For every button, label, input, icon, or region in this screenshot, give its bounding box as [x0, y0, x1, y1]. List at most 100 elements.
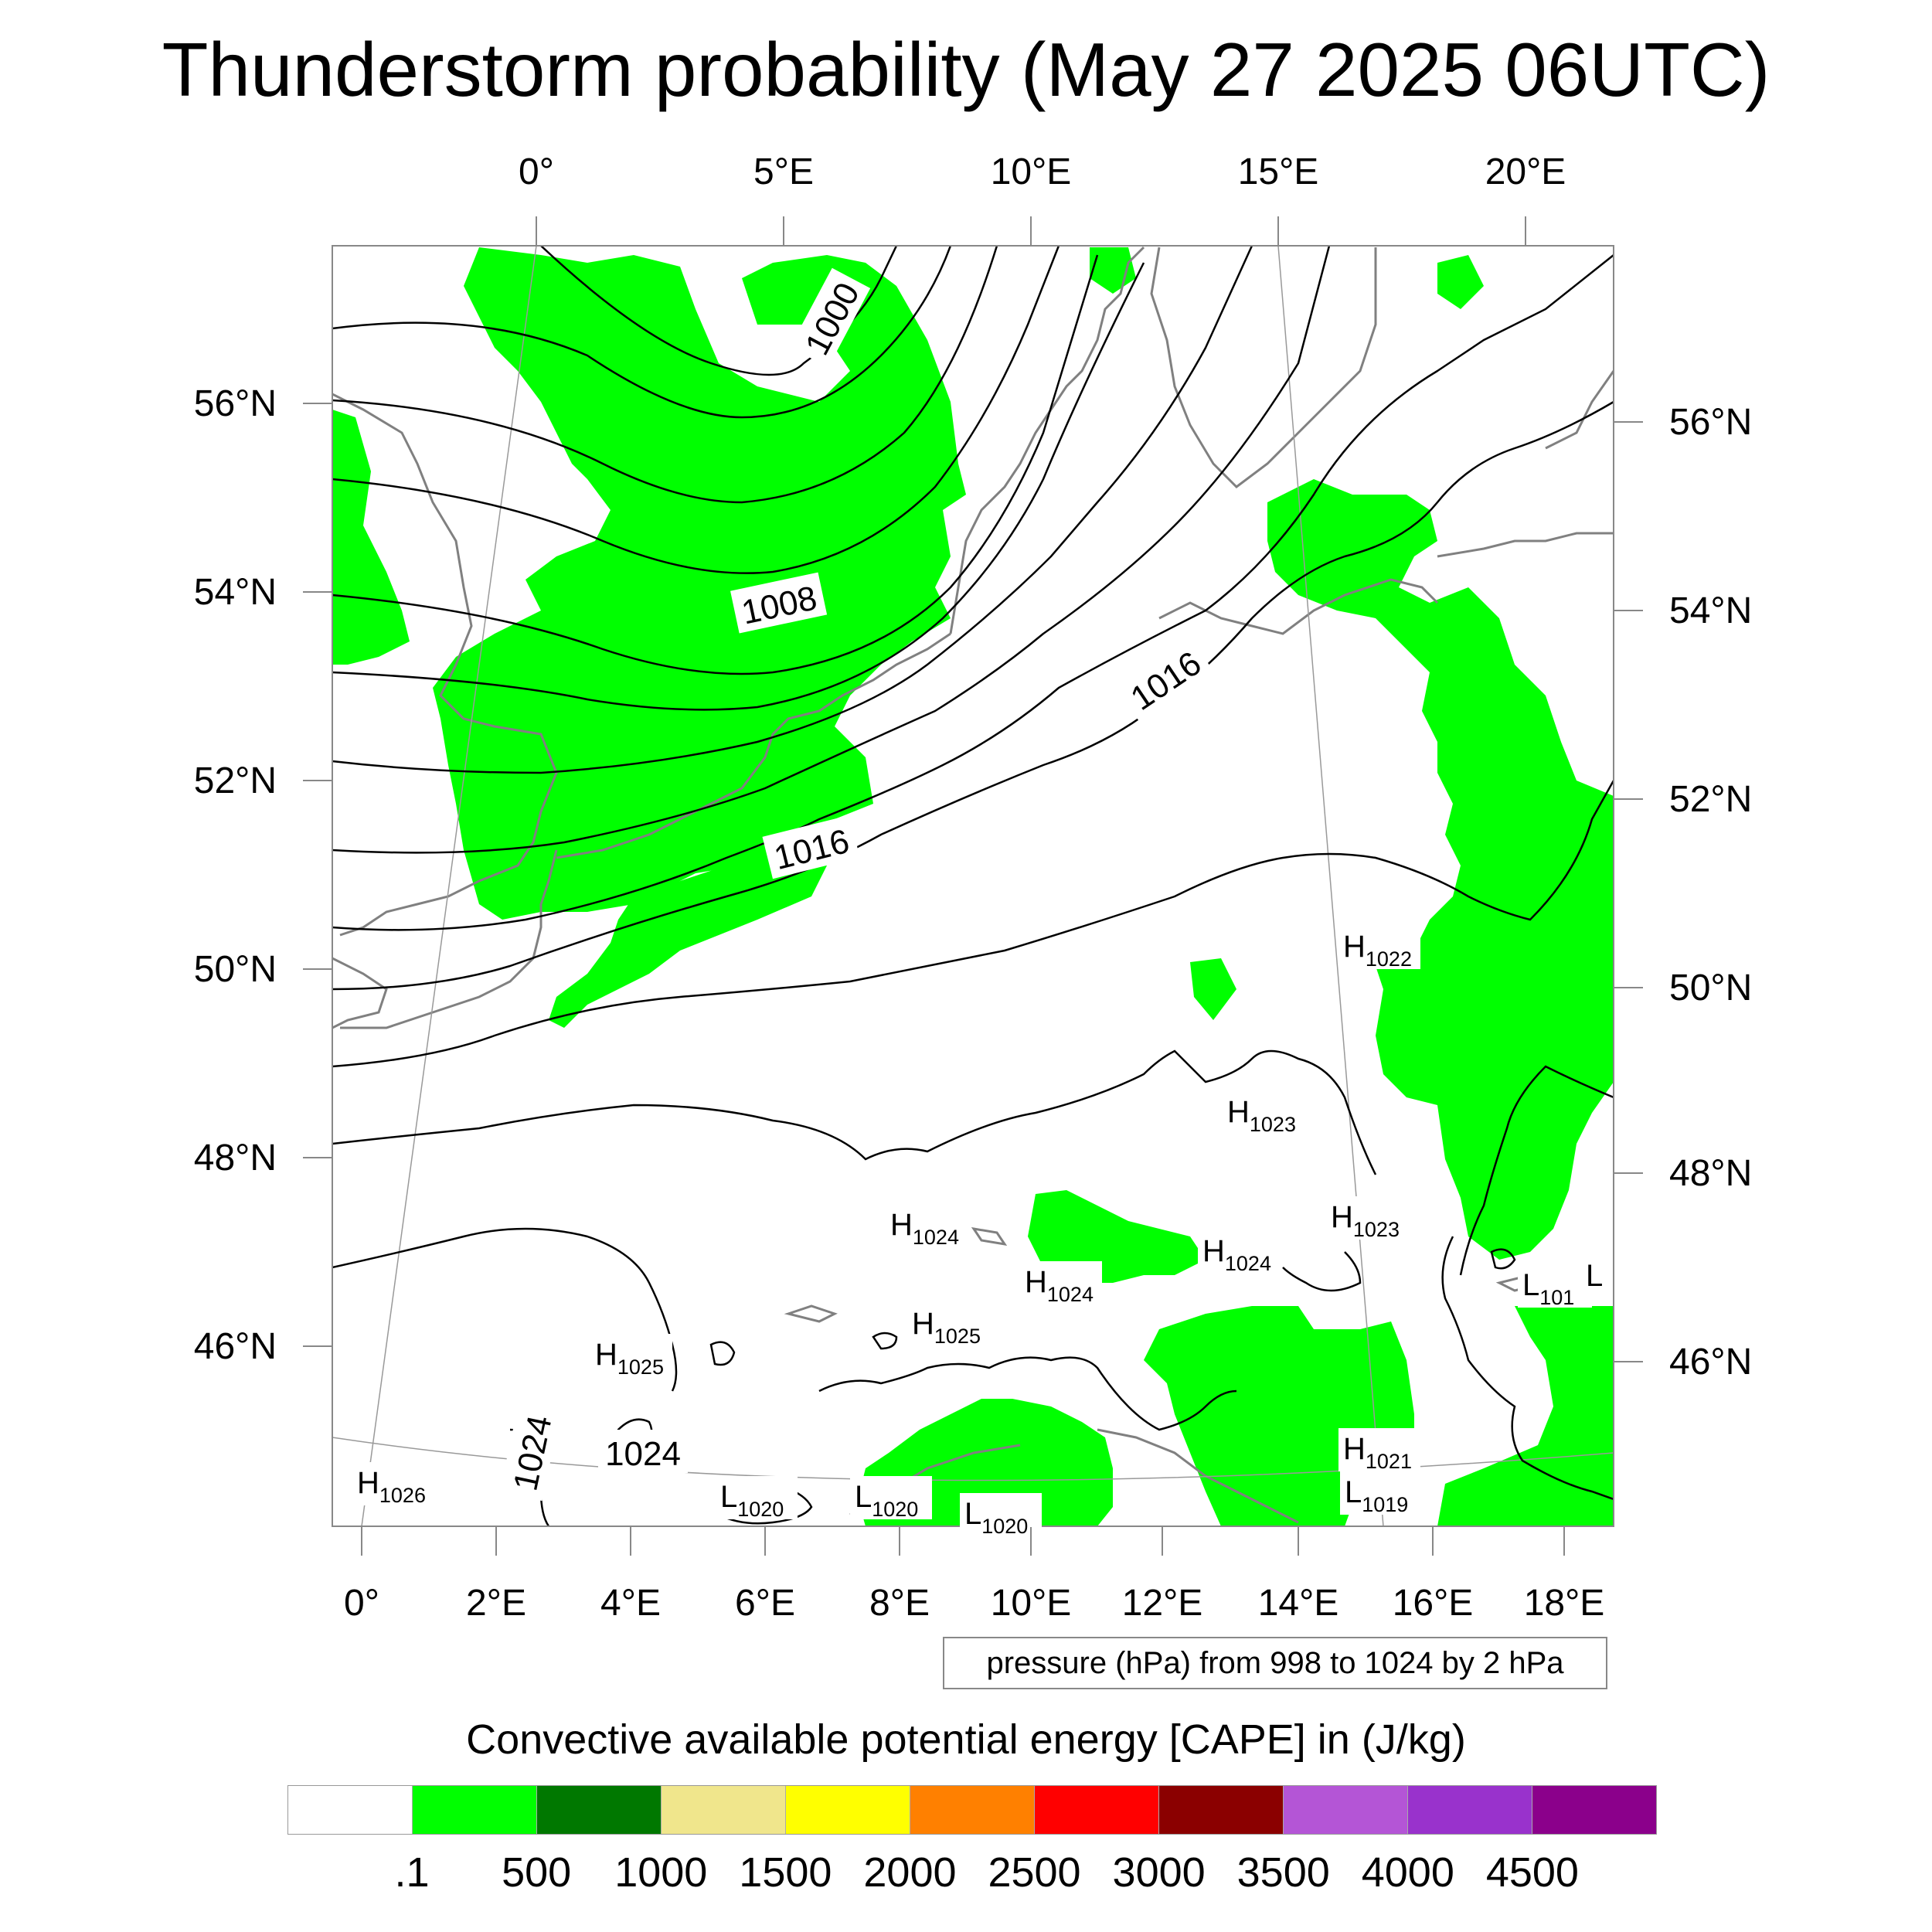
isobar-1022-east [1282, 1251, 1362, 1292]
colorbar-swatch [1159, 1786, 1284, 1834]
top-axis-label: 15°E [1238, 151, 1319, 192]
pressure-center: H1026 [352, 1462, 434, 1507]
top-axis-label: 10°E [991, 151, 1072, 192]
left-axis [303, 403, 332, 1347]
cape-region-north-sea [433, 247, 966, 920]
coastline-ireland [332, 957, 388, 1029]
left-axis-labels: 56°N 54°N 52°N 50°N 48°N 46°N [194, 383, 277, 1367]
coastline-sweden [1150, 247, 1377, 488]
svg-text:H1021: H1021 [1343, 1432, 1412, 1473]
bottom-axis-label: 6°E [735, 1583, 795, 1624]
cape-region-benelux [549, 850, 827, 1028]
colorbar-swatch [1408, 1786, 1532, 1834]
pressure-center: H1025 [590, 1334, 672, 1379]
lake-geneva [784, 1304, 838, 1323]
bottom-axis-label: 0° [344, 1583, 379, 1624]
pressure-center: H1021 [1338, 1428, 1420, 1473]
colorbar-tick-label: 2000 [863, 1849, 957, 1896]
top-axis-labels: 0° 5°E 10°E 15°E 20°E [519, 151, 1566, 192]
bottom-axis-label: 2°E [466, 1583, 526, 1624]
right-axis-label: 56°N [1669, 402, 1752, 443]
isobar-small-ring-3 [709, 1341, 736, 1366]
pressure-contour-note: pressure (hPa) from 998 to 1024 by 2 hPa [943, 1637, 1607, 1689]
right-axis-labels: 56°N 54°N 52°N 50°N 48°N 46°N [1669, 402, 1752, 1383]
svg-text:L101: L101 [1522, 1268, 1574, 1309]
left-axis-label: 48°N [194, 1138, 277, 1179]
cape-region-baltic-island [1437, 255, 1484, 309]
left-axis-label: 46°N [194, 1326, 277, 1367]
pressure-center: L101 [1518, 1264, 1592, 1309]
colorbar-swatch [786, 1786, 910, 1834]
left-axis-label: 50°N [194, 949, 277, 990]
pressure-center: H1024 [1198, 1230, 1280, 1275]
pressure-centers: H1022 H1023 H1023 H1024 H1024 H1024 H102… [352, 926, 1612, 1538]
isobar-1020 [332, 1049, 1377, 1175]
isobar-1002 [332, 246, 998, 504]
isobar-small-ring-2 [872, 1332, 898, 1350]
colorbar-tick-label: 1000 [614, 1849, 708, 1896]
pressure-center: L1020 [850, 1476, 932, 1521]
cape-region-balkans [1437, 1306, 1614, 1526]
isobar-1020-east [1441, 1236, 1614, 1501]
colorbar-tick-label: 3000 [1112, 1849, 1206, 1896]
right-axis-label: 46°N [1669, 1342, 1752, 1383]
colorbar-tick-label: 1500 [739, 1849, 832, 1896]
isobar-1014 [332, 254, 1614, 931]
colorbar-tick-label: 3500 [1236, 1849, 1330, 1896]
isobar-1012 [332, 246, 1331, 854]
coastline-gulf-riga [1545, 370, 1614, 450]
right-axis-label: 48°N [1669, 1153, 1752, 1194]
cape-region-west-coast [332, 410, 410, 665]
right-axis-label: 52°N [1669, 779, 1752, 820]
bottom-axis-label: 16°E [1393, 1583, 1474, 1624]
isobar-1008 [332, 262, 1145, 711]
isobar-1022-south [818, 1356, 1237, 1431]
svg-text:H1023: H1023 [1227, 1095, 1296, 1136]
svg-text:L1019: L1019 [1345, 1475, 1408, 1516]
colorbar-swatch [1035, 1786, 1159, 1834]
svg-text:L1020: L1020 [964, 1497, 1028, 1538]
bottom-axis-label: 14°E [1258, 1583, 1339, 1624]
colorbar-swatch [537, 1786, 662, 1834]
colorbar-tick-label: .1 [394, 1849, 430, 1896]
isobar-1004 [332, 246, 1060, 574]
colorbar-tick-label: 500 [502, 1849, 572, 1896]
svg-text:L1020: L1020 [720, 1480, 784, 1521]
top-axis-label: 5°E [753, 151, 814, 192]
pressure-center: L [1581, 1255, 1612, 1298]
isobar-1018 [332, 780, 1614, 1068]
cape-region-central [1190, 958, 1236, 1020]
isobar-label: 1024 [605, 1435, 681, 1473]
pressure-center: L1019 [1340, 1471, 1422, 1516]
top-axis-label: 0° [519, 151, 554, 192]
coastline-britain [332, 393, 558, 937]
isobar-1010 [332, 246, 1253, 774]
colorbar-swatch [662, 1786, 786, 1834]
lake-constance [971, 1226, 1008, 1247]
pressure-center: H1023 [1223, 1091, 1304, 1136]
left-axis-label: 52°N [194, 760, 277, 801]
pressure-center: H1023 [1326, 1196, 1408, 1241]
colorbar-swatch [910, 1786, 1035, 1834]
isobars [332, 246, 1614, 1526]
left-axis-label: 54°N [194, 572, 277, 613]
coastline-france [340, 849, 558, 1029]
colorbar-tick-label: 4000 [1361, 1849, 1454, 1896]
colorbar-tick-label: 4500 [1485, 1849, 1579, 1896]
left-axis-label: 56°N [194, 383, 277, 424]
bottom-axis-labels: 0° 2°E 4°E 6°E 8°E 10°E 12°E 14°E 16°E 1… [344, 1583, 1604, 1624]
isobar-1006 [332, 254, 1099, 675]
graticule-meridian-15e [1277, 246, 1384, 1526]
svg-text:H1024: H1024 [890, 1208, 959, 1249]
coastline-baltic-east [1437, 532, 1614, 558]
bottom-axis-label: 12°E [1122, 1583, 1203, 1624]
colorbar-swatch [288, 1786, 413, 1834]
cape-region-scandinavia-north [1090, 247, 1136, 294]
cape-regions [332, 247, 1614, 1526]
bottom-axis-label: 18°E [1524, 1583, 1605, 1624]
cape-region-alps-east [1028, 1190, 1206, 1283]
svg-text:H1024: H1024 [1202, 1234, 1271, 1275]
coastline-denmark [949, 409, 1053, 634]
pressure-center: H1022 [1338, 926, 1420, 971]
